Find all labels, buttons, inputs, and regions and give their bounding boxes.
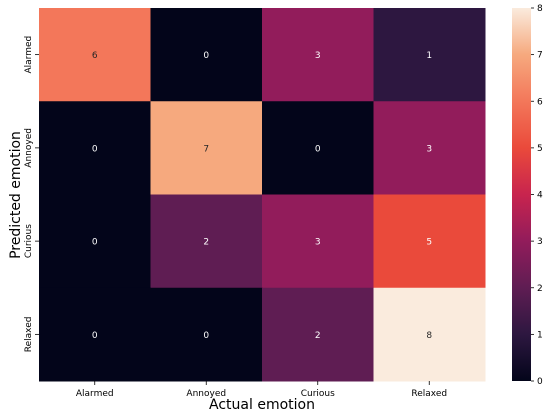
cell-value-label: 3 <box>315 51 321 61</box>
cell-value-label: 5 <box>426 238 432 248</box>
heatmap-cell <box>39 8 151 102</box>
cell-value-label: 0 <box>203 51 209 61</box>
x-tick-label: Annoyed <box>186 389 226 399</box>
x-tick-label: Curious <box>301 389 335 399</box>
colorbar-tick-label: 2 <box>537 284 543 294</box>
heatmap-cell <box>150 194 263 289</box>
cell-value-label: 0 <box>315 144 321 154</box>
heatmap-cell <box>150 287 263 382</box>
cell-value-label: 0 <box>203 331 209 341</box>
colorbar-tick-label: 1 <box>537 330 543 340</box>
cell-labels: 6 0 3 1 0 7 0 3 0 2 3 5 0 0 2 8 <box>92 51 433 341</box>
heatmap-cell <box>39 194 151 289</box>
heatmap-cell <box>373 101 486 195</box>
cell-value-label: 7 <box>203 144 209 154</box>
colorbar-tick-label: 3 <box>537 237 543 247</box>
colorbar-tick-label: 5 <box>537 144 543 154</box>
colorbar-tick-label: 6 <box>537 97 543 107</box>
colorbar <box>512 8 531 381</box>
cell-value-label: 8 <box>426 331 432 341</box>
colorbar-tick-label: 0 <box>537 377 543 387</box>
cell-value-label: 0 <box>92 144 98 154</box>
heatmap-cells <box>39 8 486 382</box>
heatmap-cell <box>39 101 151 195</box>
cell-value-label: 6 <box>92 51 98 61</box>
colorbar-tick-label: 4 <box>537 191 543 201</box>
x-tick-label: Relaxed <box>411 389 447 399</box>
heatmap-cell <box>262 101 374 195</box>
y-tick-label: Alarmed <box>24 36 34 74</box>
colorbar-tick-label: 7 <box>537 51 543 61</box>
cell-value-label: 1 <box>426 51 432 61</box>
y-tick-label: Relaxed <box>24 317 34 353</box>
cell-value-label: 2 <box>203 238 209 248</box>
colorbar-tick-label: 8 <box>537 4 543 14</box>
y-tick-label: Curious <box>24 224 34 258</box>
cell-value-label: 0 <box>92 238 98 248</box>
heatmap-cell <box>373 287 486 382</box>
x-axis-label: Actual emotion <box>209 397 315 413</box>
x-axis-ticks: Alarmed Annoyed Curious Relaxed <box>76 381 447 399</box>
colorbar-ticks: 0 1 2 3 4 5 6 7 8 <box>531 4 543 387</box>
y-axis-ticks: Alarmed Annoyed Curious Relaxed <box>24 36 39 352</box>
y-tick-label: Annoyed <box>24 128 34 168</box>
heatmap-cell <box>262 287 374 382</box>
heatmap-cell <box>373 194 486 289</box>
heatmap-cell <box>373 8 486 102</box>
heatmap-cell <box>262 194 374 289</box>
cell-value-label: 0 <box>92 331 98 341</box>
heatmap-cell <box>150 8 263 102</box>
cell-value-label: 2 <box>315 331 321 341</box>
cell-value-label: 3 <box>426 144 432 154</box>
cell-value-label: 3 <box>315 238 321 248</box>
heatmap-cell <box>150 101 263 195</box>
y-axis-label: Predicted emotion <box>8 131 24 259</box>
x-tick-label: Alarmed <box>76 389 114 399</box>
heatmap-cell <box>39 287 151 382</box>
heatmap-cell <box>262 8 374 102</box>
